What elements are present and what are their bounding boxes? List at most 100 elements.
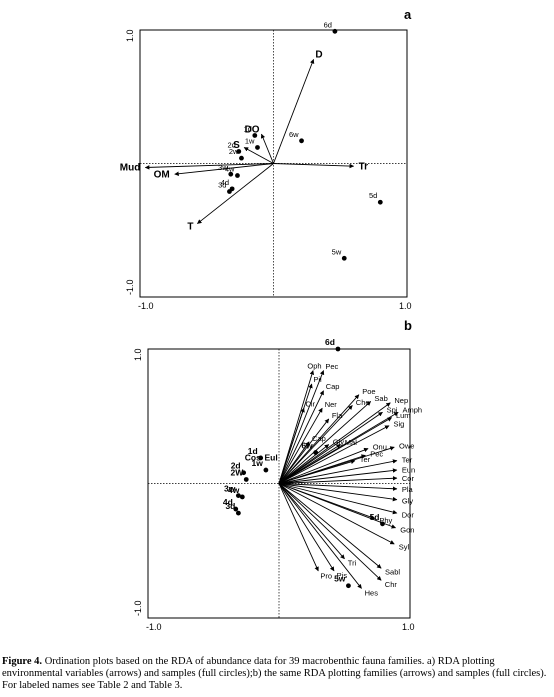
sample-label-4d: 4d	[221, 178, 229, 187]
sample-point-6w	[313, 450, 319, 455]
arrow-label-s: S	[233, 140, 240, 151]
arrow-label-sab: Sab	[374, 394, 387, 403]
arrow-gon	[278, 483, 397, 529]
arrow-label-pla: Pla	[402, 485, 414, 494]
caption-text: Ordination plots based on the RDA of abu…	[2, 656, 547, 691]
y-tick-label: -1.0	[133, 600, 143, 616]
arrow-label-phy: Phy	[379, 516, 392, 525]
arrow-sig	[278, 425, 390, 484]
sample-label-3w: 3w	[224, 484, 236, 494]
arrow-label-sig: Sig	[393, 419, 404, 428]
sample-point-4w	[235, 173, 240, 178]
sample-label-1d: 1d	[243, 124, 251, 133]
arrow-mud	[144, 163, 274, 170]
arrow-label-tri: Tri	[348, 559, 357, 568]
arrow-label-hes: Hes	[365, 588, 379, 597]
panel-a-plot: a-1.0 1.01.0-1.0DDOSMudOMTTr6d6w1d1w2d2w3…	[120, 7, 412, 311]
arrow-label-ter: Ter	[402, 456, 413, 465]
sample-label-1w: 1w	[252, 458, 264, 468]
sample-point-2w	[243, 477, 249, 482]
arrow-d	[273, 58, 315, 164]
arrow-label-pil: Pil	[313, 375, 322, 384]
arrow-label-cir: Cir	[305, 399, 315, 408]
sample-point-2d	[241, 470, 247, 476]
caption-label: Figure 4.	[2, 656, 43, 667]
y-tick-label: 1.0	[125, 29, 135, 42]
sample-label-4w: 4w	[225, 165, 235, 174]
arrow-owe	[278, 446, 395, 484]
y-tick-label: -1.0	[125, 279, 135, 295]
arrow-lum	[278, 417, 393, 484]
arrow-gly	[278, 483, 398, 502]
arrow-tr	[273, 163, 355, 169]
panel-letter-b: b	[404, 318, 412, 333]
arrow-oph	[278, 370, 315, 484]
arrow-label-nep: Nep	[394, 396, 408, 405]
arrow-label-fla: Fla	[332, 411, 343, 420]
x-tick-label: 1.0	[399, 301, 412, 311]
arrow-do	[260, 133, 274, 164]
sample-label-3d: 3d	[218, 181, 226, 190]
arrow-label-mud: Mud	[120, 163, 141, 174]
sample-label-cos: Cos	[245, 453, 261, 463]
arrow-t	[197, 163, 274, 224]
sample-label-1d: 1d	[248, 446, 258, 456]
sample-label-2w: 2w	[229, 147, 239, 156]
sample-point-3d	[235, 510, 241, 516]
arrow-label-do: DO	[245, 125, 260, 136]
sample-point-2w	[239, 155, 244, 161]
arrow-label-gly: Gly	[402, 496, 414, 505]
sample-point-4w	[239, 494, 245, 500]
arrow-label-pec: Pec	[370, 450, 383, 459]
arrow-label-onu: Onu	[373, 443, 387, 452]
arrow-label-tr: Tr	[359, 161, 369, 172]
arrow-chr	[278, 483, 382, 581]
sample-point-3w	[235, 493, 241, 499]
arrow-s	[243, 147, 274, 164]
sample-point-6w	[299, 138, 304, 144]
arrow-pec	[278, 370, 325, 484]
arrow-label-gly: Gly	[333, 437, 345, 446]
x-tick-label: -1.0	[138, 301, 154, 311]
arrow-label-pis: Pis	[337, 571, 348, 580]
sample-point-1d	[258, 455, 264, 461]
arrow-label-t: T	[187, 222, 193, 233]
arrow-cap	[278, 441, 310, 484]
arrow-eun	[278, 468, 398, 484]
figure-4: a-1.0 1.01.0-1.0DDOSMudOMTTr6d6w1d1w2d2w3…	[120, 7, 423, 632]
arrow-syl	[278, 483, 395, 545]
arrow-label-mal: Mal	[345, 438, 357, 447]
arrow-label-ner: Ner	[325, 400, 338, 409]
sample-label-4w: 4w	[228, 485, 240, 495]
arrow-tri	[278, 483, 345, 560]
arrow-label-pec: Pec	[325, 362, 338, 371]
sample-label-2d: 2d	[227, 140, 235, 149]
arrow-ner	[278, 407, 323, 484]
arrow-label-eun: Eun	[402, 465, 415, 474]
arrow-label-che: Che	[356, 398, 370, 407]
arrow-che	[278, 405, 353, 484]
sample-point-2d	[236, 149, 242, 154]
sample-point-5d	[380, 521, 385, 527]
arrow-label-dor: Dor	[402, 510, 415, 519]
sample-label-5d: 5d	[369, 191, 377, 200]
sample-point-1d	[252, 133, 258, 138]
arrow-label-owe: Owe	[399, 442, 414, 451]
arrow-label-amph: Amph	[403, 406, 423, 415]
sample-point-6d	[332, 28, 338, 34]
arrow-label-om: OM	[154, 170, 170, 181]
arrow-ter	[278, 459, 398, 484]
arrow-om	[174, 163, 274, 176]
sample-label-2w: 2W	[231, 467, 245, 477]
sample-point-3w	[228, 171, 234, 177]
arrow-pis	[278, 483, 335, 572]
sample-label-5w: 5w	[334, 574, 346, 584]
sample-label-6w: 6w	[289, 130, 299, 139]
sample-label-5w: 5w	[332, 247, 342, 256]
arrow-label-syl: Syl	[399, 542, 410, 551]
panel-letter-a: a	[404, 7, 412, 22]
arrow-spi	[278, 411, 383, 484]
arrow-cap	[278, 390, 324, 484]
sample-label-eul: Eul	[265, 453, 278, 463]
arrow-label-spi: Spi	[387, 405, 398, 414]
